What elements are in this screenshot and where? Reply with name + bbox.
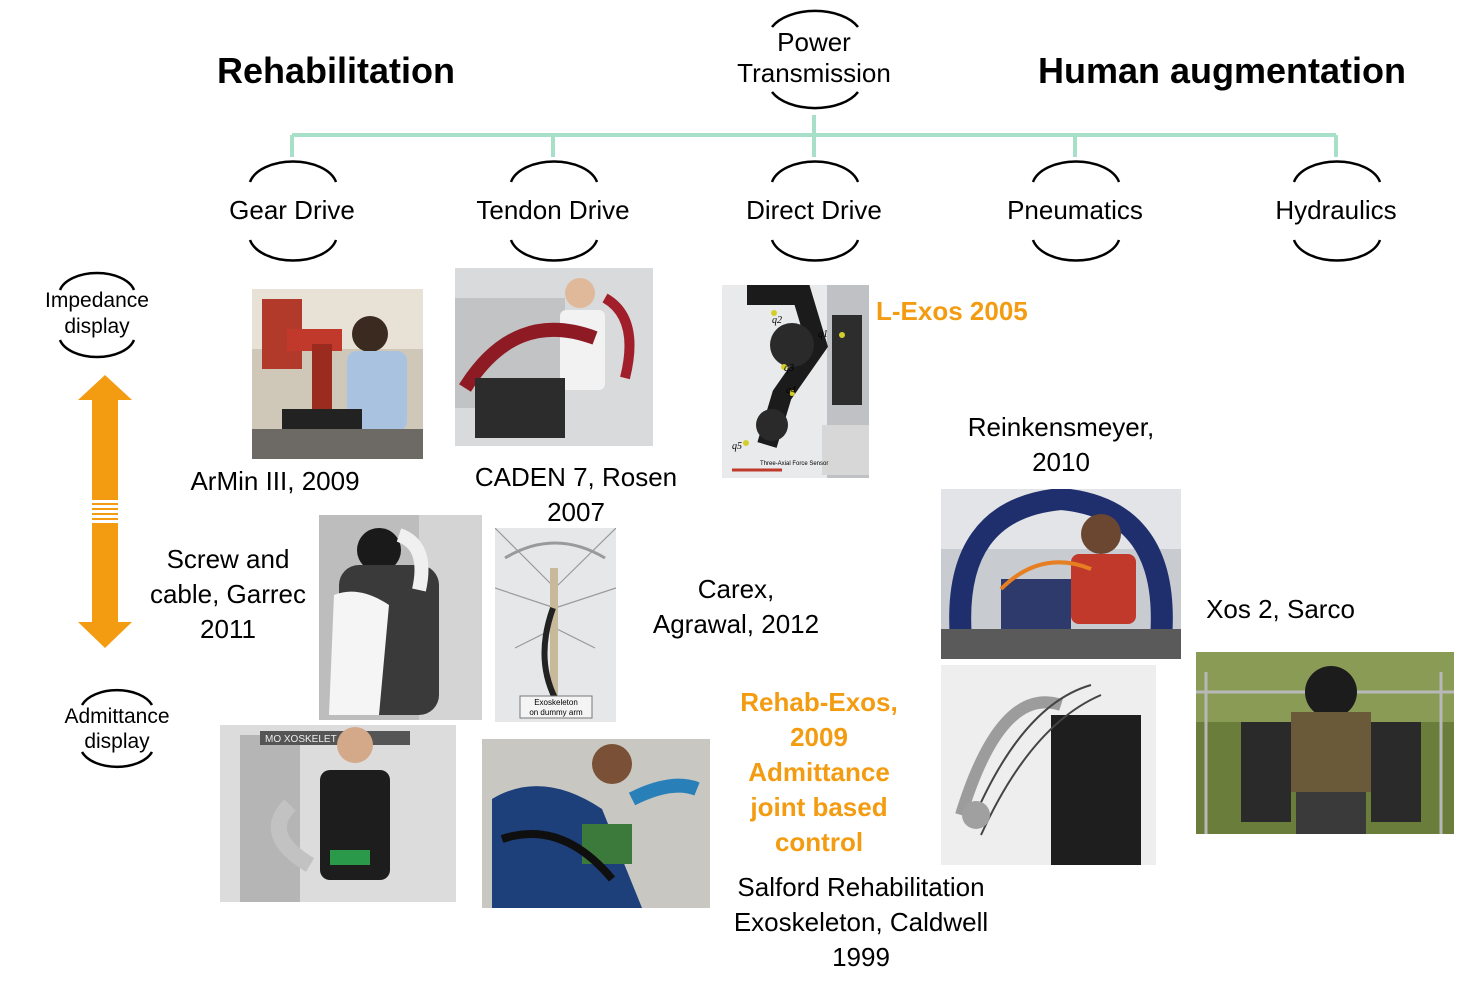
photo-xos (1196, 652, 1454, 834)
label-rehab-line1: Rehab-Exos, (740, 687, 898, 717)
label-caden-line1: CADEN 7, Rosen (474, 462, 678, 492)
label-carex-line1: Carex, (697, 574, 775, 604)
label-salford-line2: Exoskeleton, Caldwell (733, 907, 989, 937)
photo-reinkensmeyer (941, 489, 1181, 659)
category-pneumatics: Pneumatics (1007, 195, 1143, 225)
axis-impedance-display: Impedance display (17, 288, 177, 340)
label-rehab-line5: control (774, 827, 864, 857)
category-direct-drive: Direct Drive (746, 195, 882, 225)
label-garrec-line1: Screw and (166, 544, 290, 574)
axis-admittance-display: Admittance display (37, 704, 197, 754)
lexos-joint-q1: q1 (818, 329, 828, 340)
carex-inset-caption-1: Exoskeleton (534, 698, 578, 707)
label-rehab-exos: Rehab-Exos, 2009 Admittance joint based … (714, 685, 924, 860)
label-lexos: L-Exos 2005 (876, 296, 1028, 326)
photo-caden (455, 268, 653, 446)
label-carex-line2: Agrawal, 2012 (652, 609, 820, 639)
photo-armin (252, 289, 423, 459)
label-rehab-line2: 2009 (790, 722, 848, 752)
label-reinkensmeyer: Reinkensmeyer, 2010 (941, 410, 1181, 480)
label-reink-line2: 2010 (1032, 447, 1090, 477)
lexos-joint-q3: q3 (784, 363, 794, 374)
axis-bottom-line2: display (84, 730, 150, 753)
category-tendon-drive: Tendon Drive (476, 195, 630, 225)
photo-exoskeleton-left: MO XOSKELET (220, 725, 456, 902)
label-salford-line3: 1999 (832, 942, 890, 972)
label-rehab-line3: Admittance (748, 757, 890, 787)
lexos-joint-q5: q5 (732, 441, 742, 452)
carex-inset-caption-2: on dummy arm (529, 708, 583, 717)
category-gear-drive: Gear Drive (229, 195, 355, 225)
heading-rehabilitation: Rehabilitation (217, 50, 456, 91)
photo-carex: Exoskeleton on dummy arm (495, 528, 616, 722)
root-node: Power Transmission (714, 27, 914, 89)
exo-sign-text: MO XOSKELET (265, 734, 337, 745)
photo-rehab-exos (941, 665, 1156, 865)
label-garrec-line3: 2011 (200, 614, 256, 644)
label-carex: Carex, Agrawal, 2012 (631, 572, 841, 642)
label-salford-line1: Salford Rehabilitation (737, 872, 985, 902)
label-reink-line1: Reinkensmeyer, (967, 412, 1155, 442)
axis-bottom-line1: Admittance (64, 705, 170, 728)
photo-garrec (319, 515, 482, 720)
label-garrec: Screw and cable, Garrec 2011 (128, 542, 328, 647)
label-caden-line2: 2007 (547, 497, 605, 527)
root-line2: Transmission (737, 58, 891, 88)
impedance-admittance-arrow (78, 375, 132, 648)
axis-top-line2: display (64, 315, 130, 338)
label-xos: Xos 2, Sarco (1206, 594, 1355, 624)
label-salford: Salford Rehabilitation Exoskeleton, Cald… (706, 870, 1016, 975)
photo-lexos: q2 q1 q3 q4 q5 Three-Axial Force Sensor (722, 285, 869, 478)
axis-top-line1: Impedance (45, 289, 149, 312)
lexos-joint-q2: q2 (772, 315, 782, 326)
photo-salford (482, 739, 710, 908)
root-line1: Power (777, 27, 851, 57)
heading-human-augmentation: Human augmentation (1038, 50, 1407, 91)
lexos-force-sensor-caption: Three-Axial Force Sensor (760, 461, 828, 467)
category-hydraulics: Hydraulics (1275, 195, 1397, 225)
label-garrec-line2: cable, Garrec (149, 579, 307, 609)
label-rehab-line4: joint based (750, 792, 888, 822)
label-caden: CADEN 7, Rosen 2007 (451, 460, 701, 530)
lexos-joint-q4: q4 (786, 385, 796, 396)
label-armin: ArMin III, 2009 (190, 466, 360, 496)
